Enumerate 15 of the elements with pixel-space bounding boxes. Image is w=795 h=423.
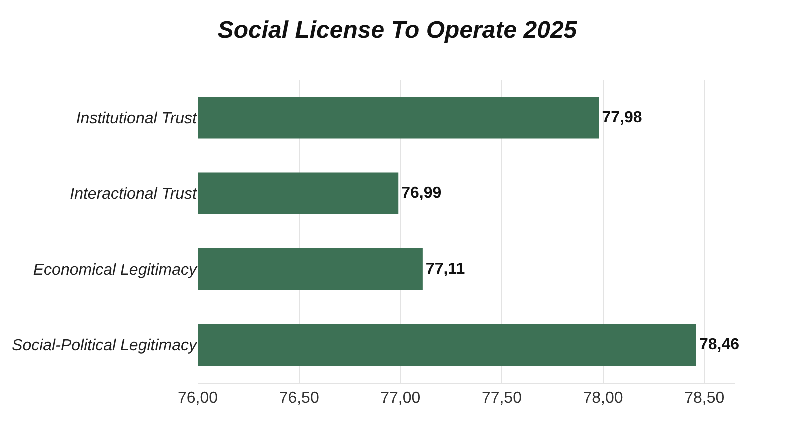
y-tick-label: Economical Legitimacy <box>33 262 198 279</box>
y-tick-label: Institutional Trust <box>76 110 198 128</box>
x-tick-label: 77,50 <box>482 390 522 408</box>
data-label: 77,11 <box>426 260 466 278</box>
x-tick-label: 78,00 <box>583 390 624 408</box>
x-tick-label: 76,50 <box>279 390 320 408</box>
x-tick-label: 78,50 <box>684 390 725 408</box>
data-label: 78,46 <box>700 336 740 354</box>
y-tick-label: Social-Political Legitimacy <box>12 338 198 355</box>
data-label: 76,99 <box>402 185 442 202</box>
x-tick-label: 76,00 <box>178 390 218 408</box>
x-tick-label: 77,00 <box>380 390 421 408</box>
y-tick-label: Interactional Trust <box>70 186 198 204</box>
chart-title: Social License To Operate 2025 <box>218 16 578 44</box>
data-label: 77,98 <box>602 109 642 126</box>
